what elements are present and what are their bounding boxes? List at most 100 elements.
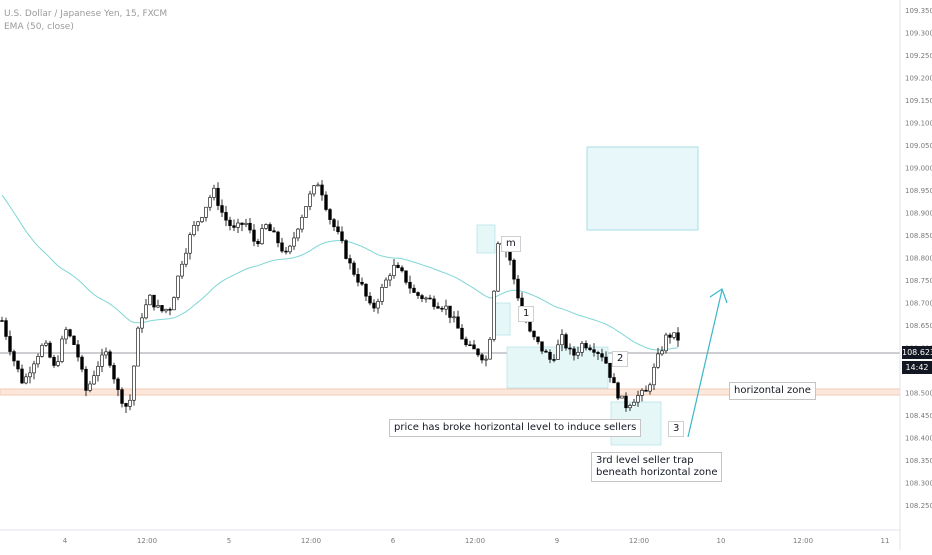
candle[interactable]: [404, 270, 408, 283]
candle[interactable]: [544, 350, 548, 353]
candle[interactable]: [268, 224, 272, 232]
time-axis[interactable]: 4 12:00 5 12:00 6 12:00 9 12:00 10 12:00 11: [63, 537, 890, 545]
candle[interactable]: [400, 267, 404, 272]
candle[interactable]: [132, 365, 136, 401]
label-2[interactable]: 2: [612, 351, 629, 367]
candle[interactable]: [280, 242, 284, 252]
candle[interactable]: [136, 327, 140, 367]
candle[interactable]: [564, 334, 568, 349]
candle[interactable]: [104, 351, 108, 356]
candle[interactable]: [656, 353, 660, 368]
label-3[interactable]: 3: [668, 421, 685, 437]
candle[interactable]: [240, 222, 244, 225]
candle[interactable]: [92, 375, 96, 385]
candle[interactable]: [8, 336, 12, 352]
candle[interactable]: [584, 343, 588, 349]
candle[interactable]: [12, 351, 16, 362]
candle[interactable]: [84, 368, 88, 391]
candle[interactable]: [96, 366, 100, 376]
candle[interactable]: [676, 332, 680, 341]
candle[interactable]: [192, 225, 196, 235]
candle[interactable]: [196, 221, 200, 226]
candle[interactable]: [148, 294, 152, 306]
candle[interactable]: [160, 305, 164, 312]
candle[interactable]: [432, 298, 436, 307]
candle[interactable]: [36, 356, 40, 365]
candle[interactable]: [72, 335, 76, 345]
candle[interactable]: [0, 320, 4, 322]
candle[interactable]: [580, 343, 584, 353]
candle[interactable]: [548, 351, 552, 360]
candle[interactable]: [460, 327, 464, 340]
candle[interactable]: [444, 305, 448, 310]
candle[interactable]: [40, 344, 44, 357]
candle[interactable]: [120, 389, 124, 404]
candle[interactable]: [340, 231, 344, 241]
candle[interactable]: [248, 222, 252, 231]
candle[interactable]: [28, 372, 32, 378]
candle[interactable]: [272, 230, 276, 233]
candle[interactable]: [448, 305, 452, 318]
candle[interactable]: [124, 403, 128, 407]
candle[interactable]: [456, 316, 460, 329]
candle[interactable]: [100, 354, 104, 367]
candle[interactable]: [316, 184, 320, 187]
candle[interactable]: [264, 224, 268, 229]
candle[interactable]: [604, 356, 608, 364]
candle[interactable]: [512, 259, 516, 280]
candle[interactable]: [528, 321, 532, 332]
candle[interactable]: [516, 278, 520, 299]
candle[interactable]: [32, 363, 36, 374]
candle[interactable]: [312, 185, 316, 195]
candle[interactable]: [636, 395, 640, 403]
candle[interactable]: [668, 334, 672, 338]
candle[interactable]: [452, 316, 456, 319]
candle[interactable]: [376, 301, 380, 309]
candle[interactable]: [440, 307, 444, 310]
candle[interactable]: [172, 297, 176, 311]
candle[interactable]: [476, 348, 480, 356]
candle[interactable]: [236, 222, 240, 228]
candle[interactable]: [416, 292, 420, 296]
candle[interactable]: [208, 197, 212, 208]
candle[interactable]: [508, 251, 512, 261]
candle[interactable]: [56, 361, 60, 366]
candle[interactable]: [292, 237, 296, 247]
candle[interactable]: [664, 334, 668, 352]
candle[interactable]: [256, 241, 260, 245]
candle[interactable]: [368, 295, 372, 304]
candle[interactable]: [380, 287, 384, 302]
candle[interactable]: [364, 283, 368, 297]
horizontal-zone-note[interactable]: horizontal zone: [729, 382, 816, 400]
label-m[interactable]: m: [501, 236, 521, 252]
candle[interactable]: [468, 344, 472, 347]
candle[interactable]: [228, 219, 232, 226]
candle[interactable]: [176, 275, 180, 298]
candle[interactable]: [24, 376, 28, 384]
candle[interactable]: [252, 229, 256, 242]
candle[interactable]: [164, 308, 168, 312]
candle[interactable]: [224, 212, 228, 221]
candle[interactable]: [216, 187, 220, 206]
candle[interactable]: [300, 217, 304, 230]
candle[interactable]: [628, 405, 632, 409]
candle[interactable]: [372, 302, 376, 309]
candle[interactable]: [144, 304, 148, 319]
candle[interactable]: [64, 329, 68, 340]
candle[interactable]: [620, 395, 624, 399]
candle[interactable]: [612, 377, 616, 384]
candle[interactable]: [552, 359, 556, 361]
candle[interactable]: [304, 206, 308, 218]
candle[interactable]: [168, 308, 172, 311]
candle[interactable]: [180, 263, 184, 277]
candle[interactable]: [632, 401, 636, 406]
candle[interactable]: [648, 384, 652, 392]
candle[interactable]: [328, 209, 332, 220]
candle[interactable]: [644, 389, 648, 392]
candle[interactable]: [640, 389, 644, 396]
candle[interactable]: [52, 356, 56, 366]
candle[interactable]: [184, 252, 188, 265]
candle[interactable]: [232, 225, 236, 228]
candle[interactable]: [572, 348, 576, 356]
